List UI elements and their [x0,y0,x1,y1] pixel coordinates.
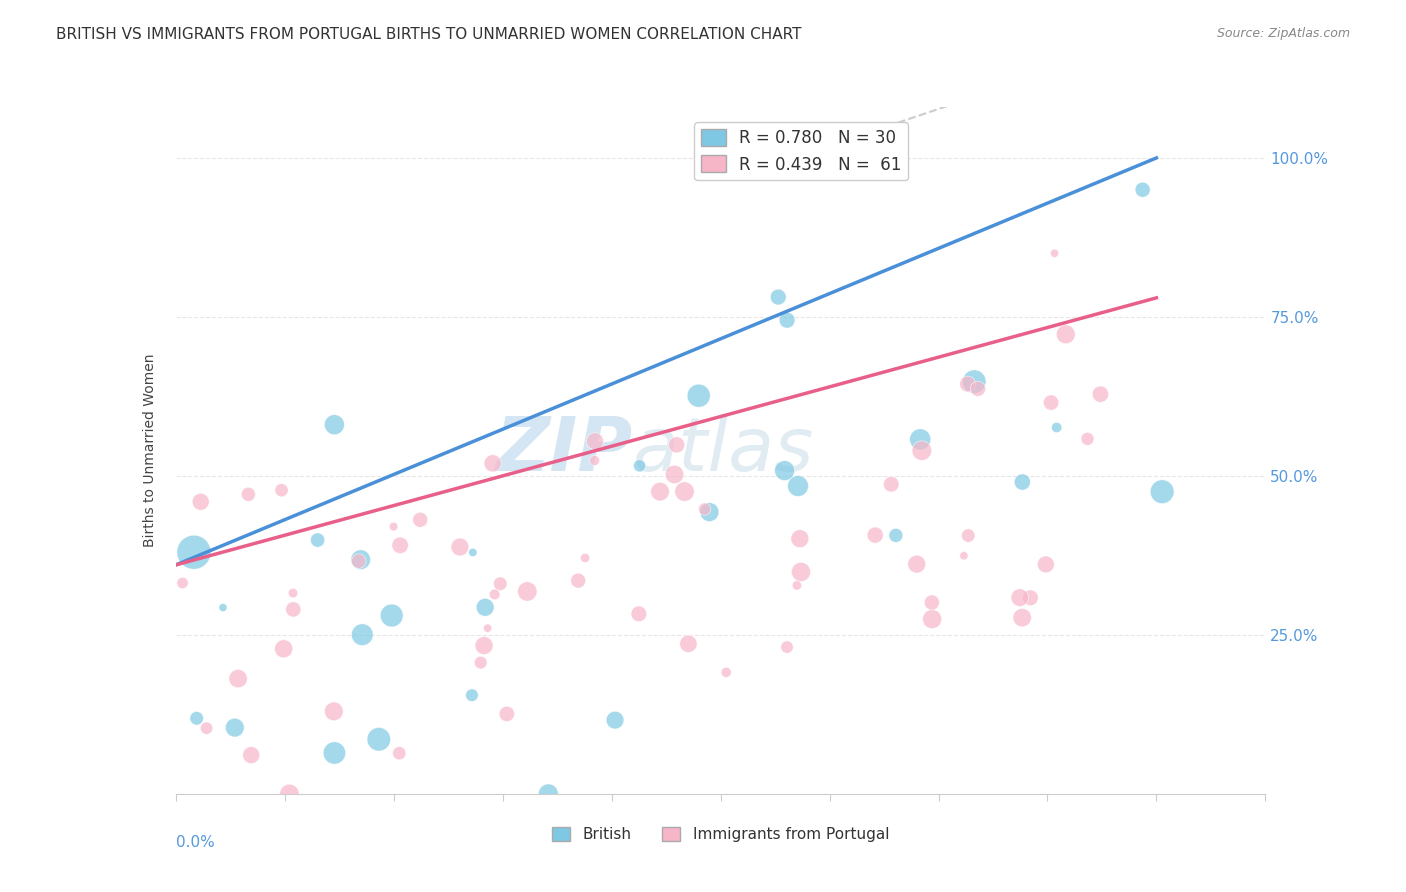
Point [908,433,931,447]
Point [367,732,389,747]
Point [1035,558,1057,572]
Point [481,456,503,470]
Point [574,550,596,565]
Point [863,528,886,542]
Point [281,586,304,600]
Point [884,528,907,542]
Point [474,600,496,615]
Point [472,639,495,653]
Point [880,477,903,491]
Point [195,721,218,735]
Text: Source: ZipAtlas.com: Source: ZipAtlas.com [1216,27,1350,40]
Point [1019,591,1042,605]
Point [226,672,249,686]
Point [699,505,721,519]
Point [776,640,799,654]
Point [322,704,344,718]
Text: BRITISH VS IMMIGRANTS FROM PORTUGAL BIRTHS TO UNMARRIED WOMEN CORRELATION CHART: BRITISH VS IMMIGRANTS FROM PORTUGAL BIRT… [56,27,801,42]
Point [688,389,710,403]
Point [956,377,979,392]
Point [1043,246,1066,260]
Point [352,628,374,642]
Point [768,290,790,304]
Text: ZIP: ZIP [496,414,633,487]
Point [786,578,808,592]
Point [323,746,346,760]
Point [382,519,405,533]
Point [190,495,212,509]
Point [1008,591,1031,605]
Point [477,621,499,635]
Point [307,533,329,547]
Point [963,375,986,389]
Point [516,584,538,599]
Point [665,438,688,452]
Point [409,513,432,527]
Point [967,382,990,396]
Y-axis label: Births to Unmarried Women: Births to Unmarried Women [143,354,157,547]
Point [664,467,686,482]
Point [776,313,799,327]
Point [1011,475,1033,489]
Point [381,608,404,623]
Point [350,552,373,566]
Point [278,787,301,801]
Point [347,554,370,568]
Point [583,434,606,449]
Point [911,443,934,458]
Point [1046,420,1069,434]
Point [537,787,560,801]
Point [648,484,671,499]
Point [186,711,208,725]
Point [583,453,606,467]
Point [957,528,980,542]
Point [921,612,943,626]
Point [283,602,305,616]
Point [389,538,412,552]
Point [1132,183,1154,197]
Point [484,587,506,601]
Point [183,545,205,559]
Point [1090,387,1112,401]
Point [461,688,484,702]
Point [1152,484,1174,499]
Point [627,607,650,621]
Point [787,479,810,493]
Point [461,545,484,559]
Point [1011,610,1033,624]
Point [714,665,737,680]
Point [240,748,263,763]
Point [678,637,700,651]
Point [693,502,716,516]
Point [273,641,295,656]
Point [495,706,517,721]
Point [323,417,346,432]
Point [567,574,589,588]
Point [270,483,292,498]
Point [905,557,928,571]
Point [449,540,471,554]
Point [1076,432,1098,446]
Text: 0.0%: 0.0% [176,835,215,850]
Point [212,600,235,615]
Point [789,532,811,546]
Point [790,565,813,579]
Point [172,576,194,591]
Point [470,656,492,670]
Point [953,549,976,563]
Point [1040,395,1063,409]
Legend: British, Immigrants from Portugal: British, Immigrants from Portugal [546,821,896,848]
Point [489,576,512,591]
Text: atlas: atlas [633,415,815,486]
Point [673,484,696,499]
Point [773,464,796,478]
Point [388,746,411,760]
Point [1054,327,1077,342]
Point [224,721,246,735]
Point [921,595,943,609]
Point [238,487,260,501]
Point [628,458,651,473]
Point [603,713,626,727]
